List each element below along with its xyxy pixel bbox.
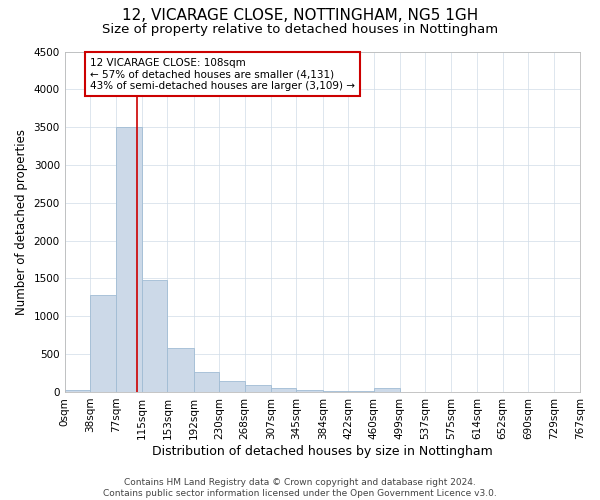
Bar bbox=[116, 127, 142, 392]
Bar bbox=[374, 388, 400, 392]
X-axis label: Distribution of detached houses by size in Nottingham: Distribution of detached houses by size … bbox=[152, 444, 493, 458]
Bar bbox=[271, 388, 296, 392]
Bar bbox=[90, 295, 116, 392]
Bar bbox=[219, 381, 245, 392]
Bar bbox=[167, 348, 194, 392]
Bar bbox=[142, 280, 167, 392]
Bar bbox=[296, 390, 323, 392]
Bar bbox=[65, 390, 90, 392]
Text: 12, VICARAGE CLOSE, NOTTINGHAM, NG5 1GH: 12, VICARAGE CLOSE, NOTTINGHAM, NG5 1GH bbox=[122, 8, 478, 22]
Y-axis label: Number of detached properties: Number of detached properties bbox=[15, 128, 28, 314]
Text: Size of property relative to detached houses in Nottingham: Size of property relative to detached ho… bbox=[102, 22, 498, 36]
Bar bbox=[323, 391, 348, 392]
Bar bbox=[348, 391, 374, 392]
Bar bbox=[245, 385, 271, 392]
Text: Contains HM Land Registry data © Crown copyright and database right 2024.
Contai: Contains HM Land Registry data © Crown c… bbox=[103, 478, 497, 498]
Text: 12 VICARAGE CLOSE: 108sqm
← 57% of detached houses are smaller (4,131)
43% of se: 12 VICARAGE CLOSE: 108sqm ← 57% of detac… bbox=[90, 58, 355, 91]
Bar bbox=[194, 372, 219, 392]
